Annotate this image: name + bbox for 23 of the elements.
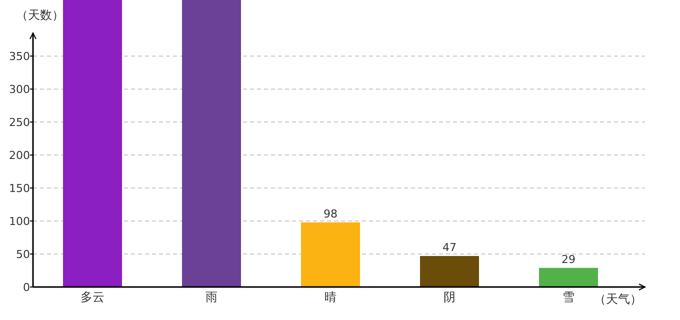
y-tick-label: 300: [9, 83, 30, 96]
bar: [301, 222, 360, 287]
x-tick-label: 多云: [80, 290, 104, 304]
y-tick-label: 350: [9, 50, 30, 64]
data-label: 98: [324, 207, 338, 220]
y-tick-label: 150: [9, 182, 30, 196]
y-tick-label: 250: [9, 116, 30, 130]
y-tick-label: 50: [16, 248, 30, 262]
x-tick-label: 雪: [562, 290, 574, 304]
bar: [420, 256, 479, 287]
bar: [539, 268, 598, 287]
data-label: 29: [562, 252, 576, 266]
x-tick-label: 雨: [206, 290, 218, 304]
y-tick-label: 0: [23, 281, 30, 294]
bar: [182, 0, 241, 287]
y-axis-title: （天数）: [16, 8, 64, 22]
x-tick-label: 晴: [324, 290, 336, 304]
y-tick-label: 200: [9, 149, 30, 162]
y-tick-label: 100: [9, 215, 30, 228]
data-label: 47: [442, 240, 456, 254]
x-tick-label: 阴: [444, 290, 456, 304]
bar: [63, 0, 122, 287]
x-axis-title: （天气）: [594, 292, 642, 306]
